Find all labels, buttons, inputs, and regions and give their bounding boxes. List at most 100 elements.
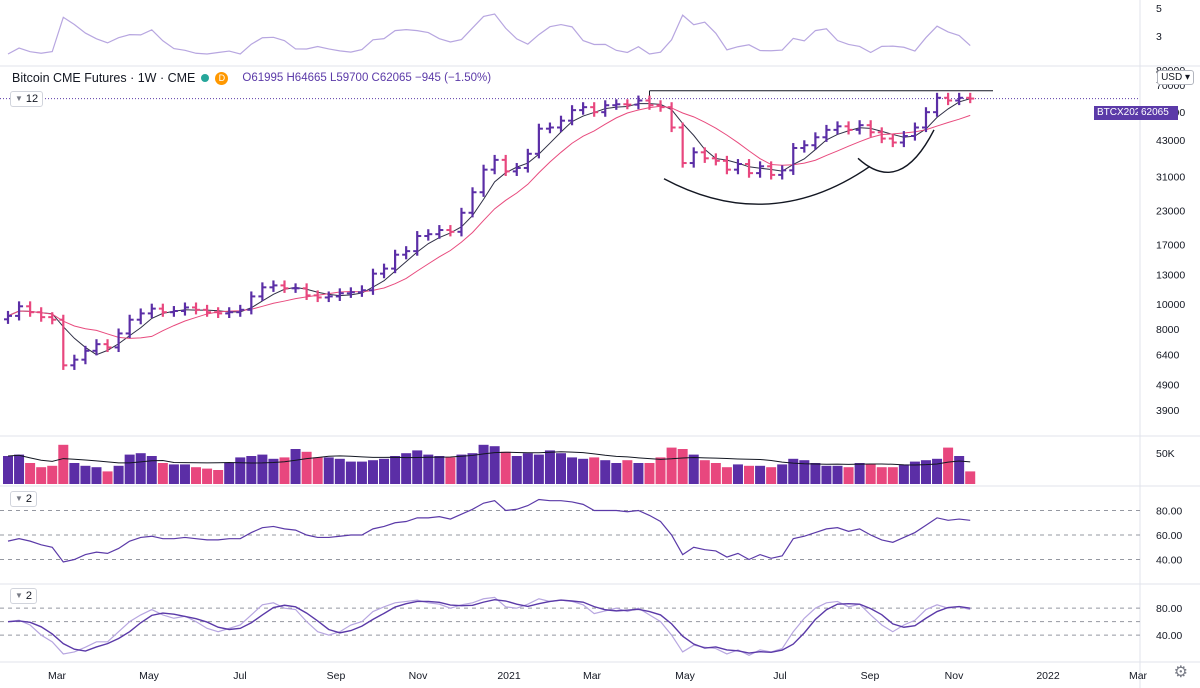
time-tick-label: May [675,670,696,682]
ma-long-line [7,105,971,339]
main-pane-collapse-button[interactable]: ▼ 12 [10,91,44,107]
price-tick-label: 43000 [1156,135,1185,147]
ma-short-line [7,98,971,356]
ohlc-bar [745,159,754,178]
volume-bar [69,463,80,484]
volume-bar [633,463,644,484]
ohlc-values: O61995 H64665 L59700 C62065 −945 (−1.50%… [242,72,492,84]
volume-bar [14,454,25,484]
volume-bar [257,454,268,484]
cup-arc [663,165,871,205]
volume-bar [578,458,589,484]
ohlc-bar [844,121,853,135]
volume-bar [301,451,312,484]
ohlc-bar [258,282,267,302]
price-tick-label: 8000 [1156,324,1180,336]
volume-bar [788,458,799,484]
volume-bar [25,463,36,484]
ohlc-bar [877,127,886,144]
volume-bar [367,460,378,484]
volume-bar [456,454,467,484]
volume-bar [478,444,489,484]
ohlc-bar [512,163,521,176]
ohlc-bar [391,249,400,274]
time-tick-label: Nov [945,670,964,682]
volume-bar [710,463,721,484]
volume-bar [965,471,976,484]
ohlc-bar [667,102,676,133]
ohlc-bar [645,95,654,110]
stoch-pane-collapse-button[interactable]: ▼ 2 [10,588,38,604]
ohlc-bar [590,102,599,117]
ohlc-bar [446,225,455,237]
volume-bar [80,465,91,484]
volume-bar [191,467,202,484]
price-tick-label: 3900 [1156,405,1180,417]
ohlc-bar [689,147,698,168]
volume-bar [843,467,854,484]
ohlc-bar [346,287,355,298]
volume-bar [489,446,500,484]
ohlc-bar [966,92,975,104]
ohlc-bar [269,280,278,292]
ohlc-bar [601,100,610,117]
ohlc-bar [557,115,565,133]
ohlc-bar [291,283,300,293]
ohlc-bar [402,246,411,260]
symbol-title[interactable]: Bitcoin CME Futures · 1W · CME [12,71,196,85]
ohlc-bar [711,153,720,166]
volume-bar [909,461,920,484]
ohlc-bar [811,132,820,150]
ohlc-bar [579,102,588,115]
volume-bar [235,457,246,484]
time-tick-label: 2021 [497,670,521,682]
volume-bar [821,465,832,484]
volume-bar [799,460,810,484]
ohlc-bar [722,155,731,175]
volume-bar [246,456,257,484]
ohlc-bar [888,133,897,148]
volume-bar [179,464,190,484]
price-tick-label: 6400 [1156,349,1180,361]
volume-bar [467,453,478,484]
ohlc-bar [103,339,112,353]
chevron-down-icon: ▼ [15,494,23,503]
rsi-tick-label: 80.00 [1156,506,1182,518]
ohlc-bar [368,268,377,295]
price-tick-label: 10000 [1156,299,1185,311]
gear-icon[interactable]: ⚙ [1173,664,1188,681]
rsi-pane-collapse-button[interactable]: ▼ 2 [10,491,38,507]
ohlc-bar [468,187,477,218]
volume-bar [622,460,633,484]
volume-bar [589,457,600,484]
volume-bar [412,450,423,484]
volume-bar [954,456,965,484]
volume-bar [744,465,755,484]
ohlc-bar [800,140,809,153]
ohlc-bar [125,314,134,339]
chevron-down-icon: ▼ [15,94,23,103]
volume-bar [943,447,954,484]
volume-bar [810,463,821,484]
currency-select[interactable]: USD ▾ [1157,70,1194,85]
volume-tick-label: 50K [1156,448,1175,460]
time-tick-label: Mar [1129,670,1148,682]
time-tick-label: May [139,670,160,682]
volume-bar [91,467,102,484]
volume-bar [290,449,301,484]
ohlc-bar [899,131,908,148]
top-indicator-tick: 3 [1156,31,1162,43]
ohlc-bar [778,165,787,180]
ohlc-bar [225,307,234,319]
ohlc-bar [247,291,256,315]
time-tick-label: Jul [773,670,786,682]
ohlc-bar [335,288,344,302]
volume-bar [168,464,179,484]
volume-bar [345,461,356,484]
last-price-label: 62065 [1138,106,1178,120]
volume-bar [533,454,544,484]
ohlc-bar [180,302,189,316]
ohlc-bar [933,92,942,117]
ohlc-bar [789,143,798,175]
